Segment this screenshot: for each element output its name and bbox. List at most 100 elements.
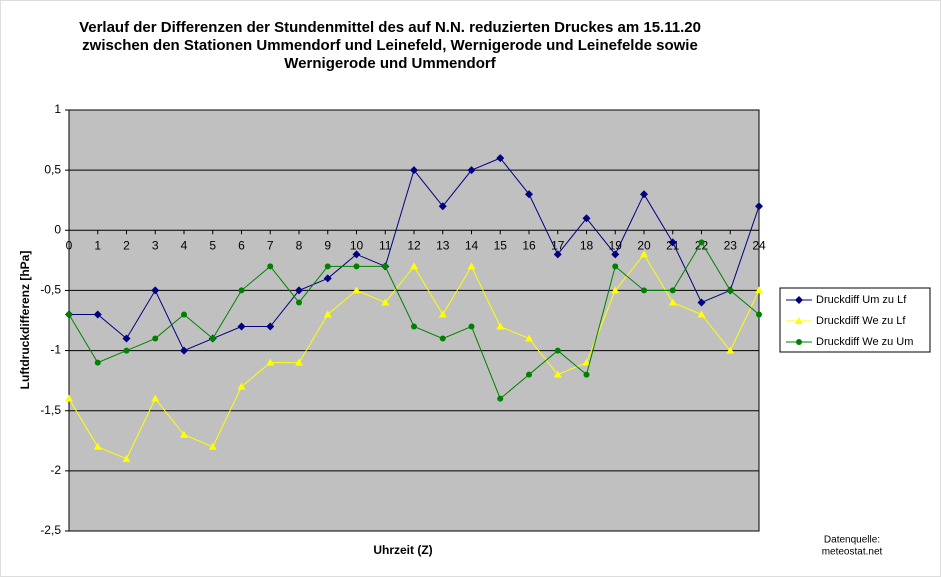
- x-tick-label: 15: [494, 238, 508, 252]
- data-point: [583, 371, 590, 378]
- data-point: [93, 310, 102, 319]
- data-point: [266, 322, 275, 331]
- y-tick-label: -0,5: [40, 283, 61, 297]
- legend-marker: [795, 317, 803, 324]
- data-point: [612, 263, 619, 270]
- data-point: [582, 214, 591, 223]
- legend: [779, 287, 931, 353]
- y-tick-label: 1: [54, 102, 61, 116]
- x-tick-label: 20: [637, 238, 651, 252]
- data-point: [582, 358, 591, 366]
- source-note: meteostat.net: [822, 547, 883, 558]
- x-tick-label: 23: [724, 238, 738, 252]
- data-point: [352, 250, 361, 259]
- data-point: [152, 335, 159, 342]
- legend-label: Druckdiff Um zu Lf: [816, 294, 907, 306]
- data-point: [381, 298, 390, 306]
- data-point: [726, 346, 735, 354]
- data-point: [438, 202, 447, 211]
- data-point: [208, 442, 217, 450]
- data-point: [382, 263, 389, 270]
- x-tick-label: 1: [94, 238, 101, 252]
- source-note: Datenquelle:: [824, 535, 880, 546]
- y-tick-label: 0,5: [44, 162, 61, 176]
- data-point: [237, 322, 246, 331]
- y-tick-label: -2: [50, 463, 61, 477]
- data-point: [553, 370, 562, 378]
- data-point: [296, 299, 302, 306]
- data-point: [180, 346, 188, 355]
- data-point: [93, 442, 102, 450]
- data-point: [295, 286, 303, 295]
- y-tick-label: -2,5: [40, 523, 61, 537]
- data-point: [410, 166, 418, 175]
- data-point: [641, 287, 647, 294]
- data-point: [237, 382, 246, 390]
- data-point: [324, 263, 331, 270]
- x-tick-label: 6: [238, 238, 245, 252]
- plot-area: [68, 109, 760, 532]
- data-point: [755, 286, 763, 294]
- x-tick-label: 14: [465, 238, 479, 252]
- chart-title: zwischen den Stationen Ummendorf und Lei…: [82, 37, 698, 54]
- data-point: [755, 202, 763, 211]
- data-point: [151, 394, 160, 402]
- data-point: [525, 334, 533, 342]
- x-tick-label: 5: [209, 238, 216, 252]
- data-point: [669, 287, 676, 294]
- data-point: [468, 323, 475, 330]
- data-point: [525, 190, 533, 199]
- x-tick-label: 16: [522, 238, 536, 252]
- data-point: [668, 238, 677, 247]
- data-point: [438, 310, 447, 318]
- data-point: [697, 310, 706, 318]
- y-axis-label: Luftdruckdifferenz [hPa]: [18, 251, 32, 390]
- data-point: [122, 334, 131, 343]
- data-point: [668, 298, 677, 306]
- x-tick-label: 13: [436, 238, 450, 252]
- data-point: [123, 347, 130, 354]
- data-point: [640, 250, 648, 258]
- data-point: [611, 286, 620, 294]
- data-point: [238, 287, 245, 294]
- data-point: [353, 263, 360, 270]
- data-point: [497, 395, 504, 402]
- data-point: [611, 250, 620, 259]
- x-tick-label: 11: [379, 238, 392, 252]
- chart-title: Wernigerode und Ummendorf: [284, 55, 496, 72]
- data-point: [496, 322, 505, 330]
- x-tick-label: 12: [407, 238, 421, 252]
- data-point: [698, 239, 705, 246]
- data-point: [727, 287, 734, 294]
- data-point: [697, 298, 706, 307]
- y-tick-label: -1,5: [40, 403, 61, 417]
- data-point: [323, 310, 332, 318]
- x-tick-label: 4: [181, 238, 188, 252]
- data-point: [410, 262, 418, 270]
- x-tick-label: 9: [324, 238, 331, 252]
- data-point: [266, 358, 275, 366]
- legend-label: Druckdiff We zu Um: [816, 336, 913, 348]
- legend-label: Druckdiff We zu Lf: [816, 315, 906, 327]
- data-point: [553, 250, 562, 259]
- data-point: [411, 323, 417, 330]
- data-point: [554, 347, 561, 354]
- y-tick-label: -1: [50, 343, 61, 357]
- data-point: [439, 335, 446, 342]
- data-point: [267, 263, 274, 270]
- data-point: [526, 371, 532, 378]
- x-tick-label: 17: [551, 238, 565, 252]
- data-point: [151, 286, 160, 295]
- y-tick-label: 0: [54, 222, 61, 236]
- x-tick-label: 10: [350, 238, 364, 252]
- data-point: [467, 166, 476, 175]
- chart-title: Verlauf der Differenzen der Stundenmitte…: [79, 19, 701, 36]
- data-point: [122, 454, 131, 462]
- data-point: [181, 311, 187, 318]
- data-point: [640, 190, 648, 199]
- x-tick-label: 7: [267, 238, 274, 252]
- x-tick-label: 24: [752, 238, 766, 252]
- data-point: [756, 311, 762, 318]
- data-point: [352, 286, 361, 294]
